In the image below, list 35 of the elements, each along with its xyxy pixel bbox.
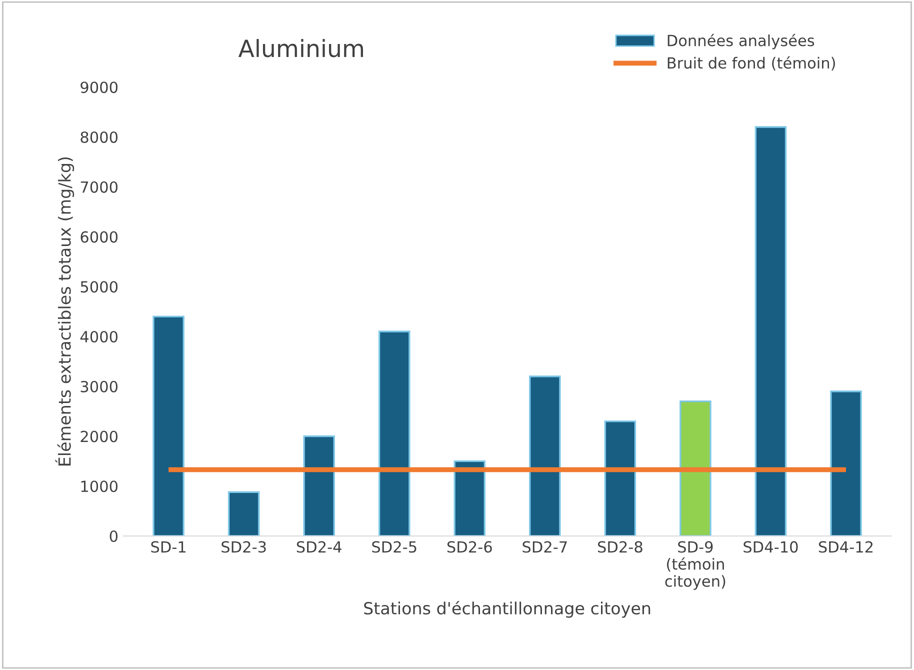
y-tick-label: 1000 [81,480,118,492]
x-tick-label: SD2-4 [296,541,342,553]
chart-title: Aluminium [238,39,363,58]
y-tick-label: 8000 [80,131,118,143]
y-tick-label: 6000 [80,231,118,243]
x-tick-label: SD-9 (témoin citoyen) [665,541,726,590]
legend-label: Bruit de fond (témoin) [668,56,835,71]
y-tick-label: 5000 [80,281,118,293]
bar [303,435,335,536]
x-tick-label: SD2-8 [598,541,642,553]
bar [830,390,862,536]
bar [378,330,410,536]
x-tick-label: SD-1 [151,541,186,553]
x-tick-label: SD2-7 [522,541,567,553]
bar [152,316,184,536]
bar [754,126,787,536]
x-tick-label: SD2-6 [447,541,492,553]
bar [454,460,486,536]
y-tick-label: 0 [110,530,118,542]
x-tick-label: SD2-5 [372,541,416,553]
bar [529,376,561,536]
y-tick-label: 4000 [80,330,118,343]
bar [680,400,712,536]
y-axis-title: Éléments extractibles totaux (mg/kg) [55,157,74,466]
legend-label: Données analysées [668,34,814,50]
y-tick-label: 3000 [80,380,118,392]
y-tick-label: 7000 [80,181,118,193]
x-tick-label: SD4-12 [818,541,873,553]
y-tick-label: 9000 [80,82,118,94]
y-tick-label: 2000 [80,430,118,442]
x-axis-title: Stations d'échantillonnage citoyen [364,600,650,618]
bar [228,491,260,536]
bar [604,420,636,536]
x-tick-label: SD2-3 [222,541,266,553]
x-tick-label: SD4-10 [744,541,798,553]
